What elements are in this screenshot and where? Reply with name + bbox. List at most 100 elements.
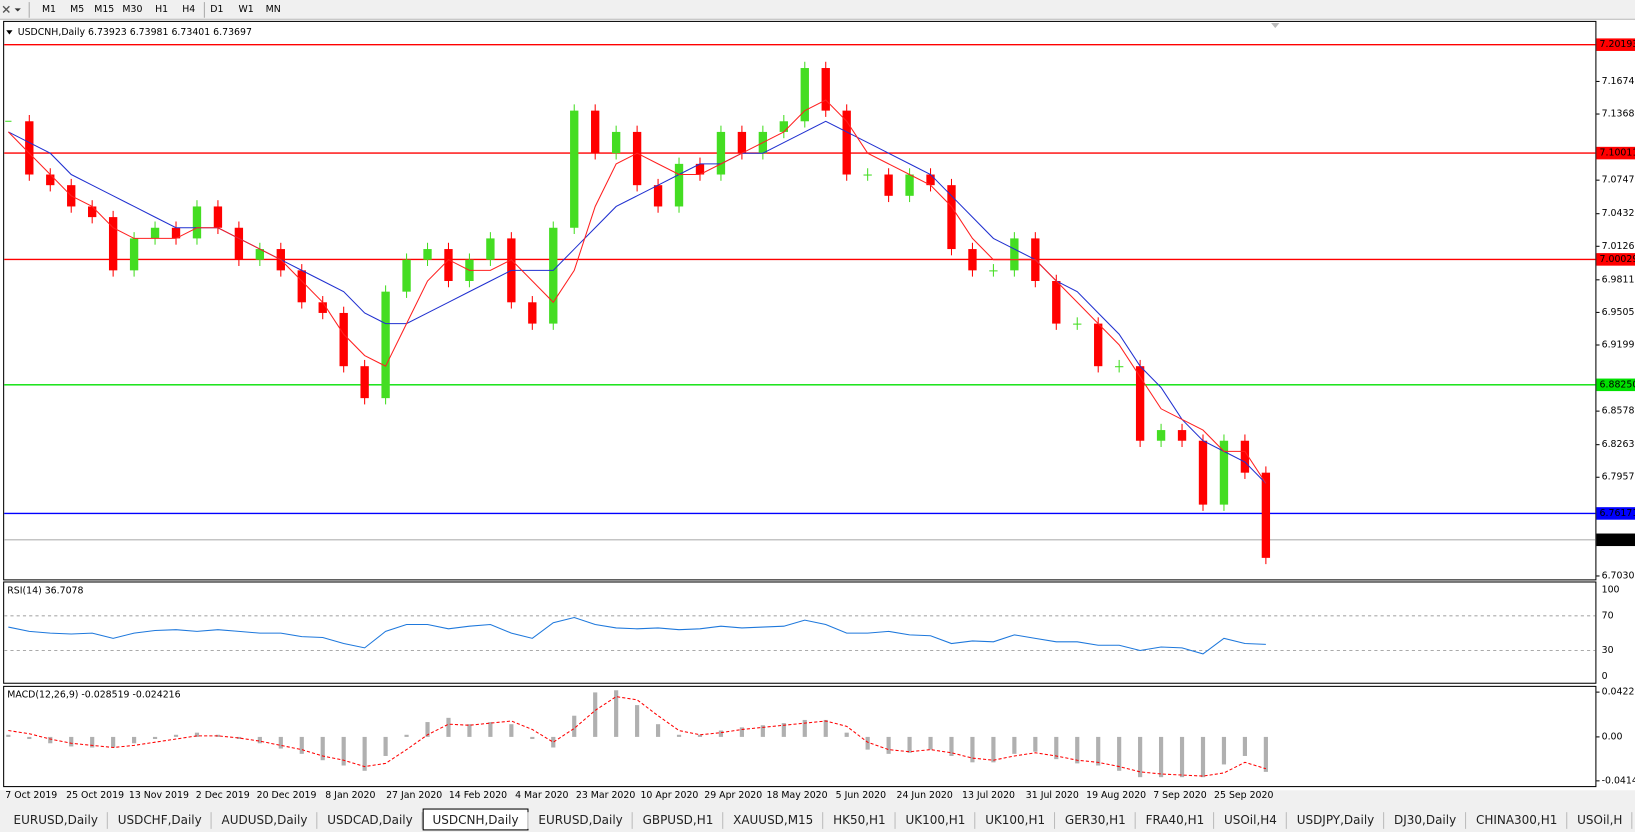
macd-bar	[446, 717, 451, 737]
tab-label[interactable]: USDCAD,Daily	[327, 813, 412, 827]
candle	[674, 163, 684, 207]
crosshair-icon[interactable]	[2, 5, 10, 14]
candle	[213, 206, 223, 228]
tab[interactable]	[1214, 811, 1287, 830]
candle	[653, 185, 663, 207]
candle	[1052, 281, 1061, 324]
macd-bar	[949, 736, 954, 756]
tab[interactable]	[1055, 811, 1136, 830]
macd-panel	[3, 685, 1597, 788]
tab[interactable]	[1466, 811, 1567, 830]
timeframe-button[interactable]: M5	[70, 4, 84, 15]
tab-label[interactable]: FRA40,H1	[1146, 813, 1205, 827]
tab[interactable]	[1136, 811, 1214, 830]
tab-label[interactable]: AUDUSD,Daily	[222, 813, 308, 827]
macd-header: MACD(12,26,9) -0.028519 -0.024216	[7, 690, 180, 701]
tab-label[interactable]: EURUSD,Daily	[538, 813, 622, 827]
tab[interactable]	[1384, 811, 1466, 830]
tab[interactable]	[108, 811, 212, 830]
tab[interactable]	[317, 811, 423, 830]
chart-header: USDCNH,Daily 6.73923 6.73981 6.73401 6.7…	[18, 27, 252, 38]
macd-bar	[676, 734, 682, 737]
timeframe-button[interactable]: W1	[238, 4, 253, 15]
macd-bar	[1096, 736, 1101, 766]
tab-label[interactable]: USDCNH,Daily	[433, 813, 519, 827]
tab[interactable]	[4, 811, 108, 830]
rsi-line	[8, 616, 1266, 655]
tab-label[interactable]: UK100,H1	[985, 813, 1045, 827]
level-label: 7.00029	[1600, 254, 1635, 265]
macd-bar	[488, 722, 493, 737]
tab-label[interactable]: GER30,H1	[1065, 813, 1126, 827]
tab-label[interactable]: USDJPY,Daily	[1297, 813, 1375, 827]
level-label-box	[1596, 507, 1635, 520]
macd-bar	[572, 715, 577, 737]
main-panel	[3, 20, 1597, 581]
timeframe-button[interactable]: M30	[122, 4, 142, 15]
date-label: 23 Mar 2020	[576, 790, 635, 801]
macd-bar	[341, 736, 346, 766]
tab-label[interactable]: USOil,H	[1577, 813, 1622, 827]
candle	[947, 185, 956, 250]
candle	[234, 227, 244, 260]
level-label-box	[1596, 253, 1635, 266]
tab-label[interactable]: UK100,H1	[905, 813, 965, 827]
tab-label[interactable]: DJ30,Daily	[1394, 813, 1456, 827]
tab-label[interactable]: HK50,H1	[833, 813, 886, 827]
price-label: 7.01260	[1602, 241, 1635, 252]
timeframe-button[interactable]: MN	[266, 4, 281, 15]
candle	[192, 206, 202, 239]
tab-label[interactable]: XAUUSD,M15	[733, 813, 813, 827]
candle	[863, 174, 872, 176]
candle	[171, 227, 181, 239]
timeframe-button[interactable]: M15	[94, 4, 114, 15]
tab[interactable]	[823, 811, 896, 830]
tab[interactable]	[212, 811, 317, 830]
date-label: 8 Jan 2020	[325, 790, 375, 801]
tab[interactable]	[633, 811, 723, 830]
tab[interactable]	[1287, 811, 1384, 830]
date-label: 13 Nov 2019	[129, 790, 189, 801]
tab[interactable]	[896, 811, 975, 830]
candle	[1094, 323, 1103, 367]
macd-bar	[1242, 736, 1248, 756]
macd-bar	[593, 692, 598, 737]
macd-bar	[823, 719, 828, 737]
tab-label[interactable]: USDCHF,Daily	[118, 813, 202, 827]
dropdown-arrow[interactable]	[14, 8, 21, 12]
timeframe-button[interactable]: M1	[42, 4, 56, 15]
macd-signal	[8, 696, 1267, 777]
macd-bar	[383, 736, 388, 756]
tab[interactable]	[1567, 811, 1632, 830]
date-label: 14 Feb 2020	[449, 790, 507, 801]
date-label: 5 Jun 2020	[836, 790, 886, 801]
candle	[381, 291, 390, 399]
macd-bar	[48, 736, 53, 744]
timeframe-button[interactable]: H4	[182, 4, 195, 15]
current-price-box	[1596, 533, 1635, 547]
macd-bar	[1117, 736, 1122, 771]
timeframe-button[interactable]: H1	[155, 4, 168, 15]
level-label-box	[1596, 378, 1635, 392]
rsi-header: RSI(14) 36.7078	[7, 585, 83, 596]
candle	[1261, 472, 1271, 558]
macd-scale-label: -0.04148	[1602, 775, 1635, 786]
macd-bar	[152, 736, 158, 740]
tab-label[interactable]: GBPUSD,H1	[643, 813, 714, 827]
candle	[842, 110, 851, 175]
macd-bar	[802, 719, 807, 737]
candle	[1240, 440, 1250, 473]
tab-label[interactable]: CHINA300,H1	[1476, 813, 1557, 827]
tab[interactable]	[529, 811, 633, 830]
date-label: 24 Jun 2020	[897, 790, 953, 801]
ma-fast	[7, 99, 1267, 484]
macd-scale-label: 0.042275	[1602, 687, 1635, 698]
tab-label[interactable]: USOil,H4	[1224, 813, 1277, 827]
tab[interactable]	[975, 811, 1055, 830]
timeframe-button[interactable]: D1	[210, 4, 223, 15]
tab-label[interactable]: EURUSD,Daily	[14, 813, 98, 827]
date-label: 4 Mar 2020	[515, 790, 568, 801]
level-label: 7.10011	[1600, 148, 1635, 159]
tab[interactable]	[723, 811, 823, 830]
